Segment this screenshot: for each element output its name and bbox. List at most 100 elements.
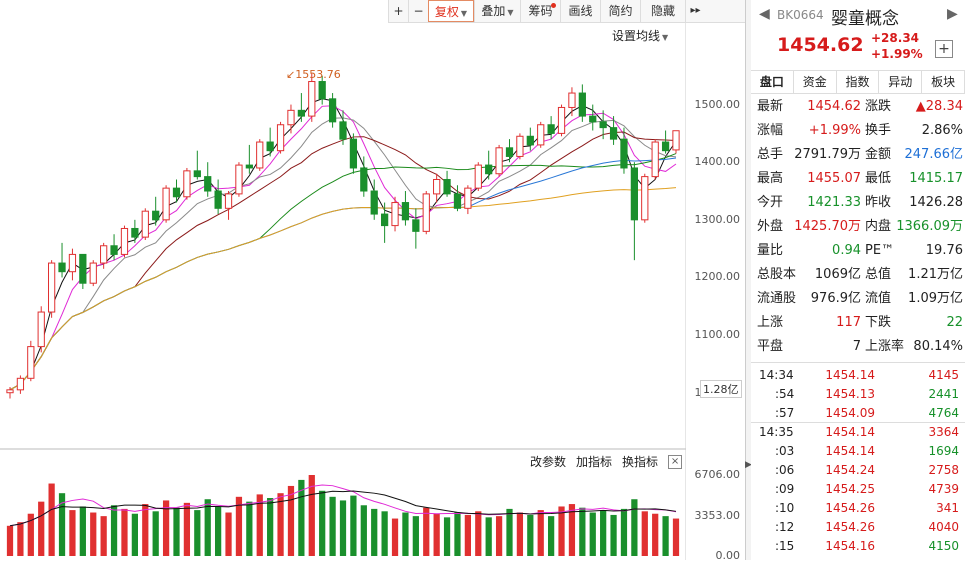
volume-bar xyxy=(495,516,503,556)
quote-label: 最低 xyxy=(865,171,892,186)
candle-body xyxy=(89,262,97,284)
quote-value: 1425.70万 xyxy=(794,219,861,234)
add-watchlist-icon[interactable]: + xyxy=(935,40,953,58)
panel-tabs: 盘口 资金 指数 异动 板块 xyxy=(751,70,965,94)
volume-bar xyxy=(527,514,534,556)
volume-bar xyxy=(620,508,628,556)
candle xyxy=(27,340,35,382)
candlestick-chart[interactable] xyxy=(0,0,686,560)
volume-bar xyxy=(329,496,336,556)
candle xyxy=(183,167,191,200)
volume-bar xyxy=(433,513,440,556)
quote-label: 量比 xyxy=(757,243,784,258)
candle-body xyxy=(537,124,545,146)
next-stock-icon[interactable]: ▶ xyxy=(947,6,958,22)
caret-down-icon: ▼ xyxy=(460,9,468,18)
quote-value: 1426.28 xyxy=(909,195,963,210)
tick-time: :06 xyxy=(775,463,795,477)
quote-label: 金额 xyxy=(865,147,892,162)
candle xyxy=(297,93,305,122)
hide-button[interactable]: 隐藏 xyxy=(640,0,685,22)
volume-bar xyxy=(298,479,305,556)
volume-bar xyxy=(215,506,222,556)
candle-body xyxy=(183,170,191,198)
zoom-in-button[interactable]: + xyxy=(388,0,408,22)
candle-body xyxy=(464,187,472,209)
candle-body xyxy=(620,138,628,169)
overlay-button-label: 叠加 xyxy=(481,4,506,18)
candle-body xyxy=(485,164,493,175)
candle-body xyxy=(37,311,45,348)
tick-time: :10 xyxy=(775,501,795,515)
tab-2[interactable]: 指数 xyxy=(837,71,880,93)
tick-volume: 4145 xyxy=(928,368,959,382)
volume-bar xyxy=(443,517,451,556)
tab-3[interactable]: 异动 xyxy=(879,71,923,93)
close-indicator-icon[interactable]: × xyxy=(668,454,683,469)
tab-4[interactable]: 板块 xyxy=(922,71,965,93)
tick-volume: 2441 xyxy=(928,387,959,401)
add-indicator-button[interactable]: 加指标 xyxy=(576,455,613,469)
candle xyxy=(131,219,139,243)
volume-bar xyxy=(589,512,596,556)
volume-bar xyxy=(256,494,263,556)
candle-body xyxy=(68,253,77,273)
quote-label: 下跌 xyxy=(865,315,892,330)
max-price-value: 1553.76 xyxy=(295,68,341,81)
candle-body xyxy=(381,213,389,227)
quote-row: 流通股 976.9亿 流值 1.09万亿 xyxy=(755,288,963,310)
tick-row: 14:34 1454.14 4145 xyxy=(751,366,965,385)
tick-time: :15 xyxy=(775,539,795,553)
candle-body xyxy=(235,164,243,195)
candle xyxy=(276,121,285,154)
volume-bar xyxy=(371,508,378,556)
candle-body xyxy=(505,147,514,157)
tick-row: :06 1454.24 2758 xyxy=(751,461,965,480)
ma-line-45 xyxy=(9,157,677,391)
candle xyxy=(443,170,451,197)
candle-body xyxy=(58,262,66,273)
candle-body xyxy=(172,187,181,198)
volume-bar xyxy=(516,512,524,556)
candle xyxy=(505,139,514,163)
ma-setting-button[interactable]: 设置均线 ▼ xyxy=(612,27,668,44)
candle xyxy=(630,162,638,261)
tab-0[interactable]: 盘口 xyxy=(751,71,794,93)
kline-chart-area[interactable]: ↙1553.76 + − 复权 ▼ 叠加 ▼ 筹码 画线 简约 隐藏 ▸▸ 设置均线 ▼ 1500.0… xyxy=(0,0,745,562)
tick-price: 1454.14 xyxy=(825,444,875,458)
switch-indicator-button[interactable]: 换指标 xyxy=(622,455,659,469)
modify-params-button[interactable]: 改参数 xyxy=(530,455,567,469)
candle-body xyxy=(276,124,285,152)
overlay-button[interactable]: 叠加 ▼ xyxy=(474,0,520,22)
tick-time: 14:34 xyxy=(759,368,794,382)
zoom-out-button[interactable]: − xyxy=(408,0,428,22)
volume-bar xyxy=(235,496,243,556)
candle xyxy=(79,253,87,289)
volume-bar xyxy=(287,485,295,556)
price-tick-label: 1200.00 xyxy=(694,270,741,284)
candle-body xyxy=(433,178,441,195)
previous-stock-icon[interactable]: ◀ xyxy=(759,6,770,22)
candle-body xyxy=(568,92,576,108)
chips-button[interactable]: 筹码 xyxy=(520,0,560,22)
simple-button[interactable]: 简约 xyxy=(600,0,640,22)
draw-line-button[interactable]: 画线 xyxy=(560,0,600,22)
tick-row: :09 1454.25 4739 xyxy=(751,480,965,499)
collapse-arrow-icon[interactable]: ▶ xyxy=(745,460,752,470)
tick-price: 1454.14 xyxy=(825,368,875,382)
volume-bar xyxy=(90,512,97,556)
tick-row: :15 1454.16 4150 xyxy=(751,537,965,556)
candle xyxy=(422,191,430,235)
candle xyxy=(599,110,607,140)
quote-value: ▲28.34 xyxy=(915,99,963,114)
candle xyxy=(235,162,243,197)
candle-body xyxy=(349,138,358,169)
more-tools-icon[interactable]: ▸▸ xyxy=(685,0,705,22)
max-arrow-icon: ↙ xyxy=(286,68,296,81)
volume-bar xyxy=(152,511,159,556)
volume-bar xyxy=(568,504,576,556)
candle-body xyxy=(526,135,534,146)
adjust-button[interactable]: 复权 ▼ xyxy=(428,0,474,22)
tab-1[interactable]: 资金 xyxy=(794,71,837,93)
candle-body xyxy=(672,130,680,151)
